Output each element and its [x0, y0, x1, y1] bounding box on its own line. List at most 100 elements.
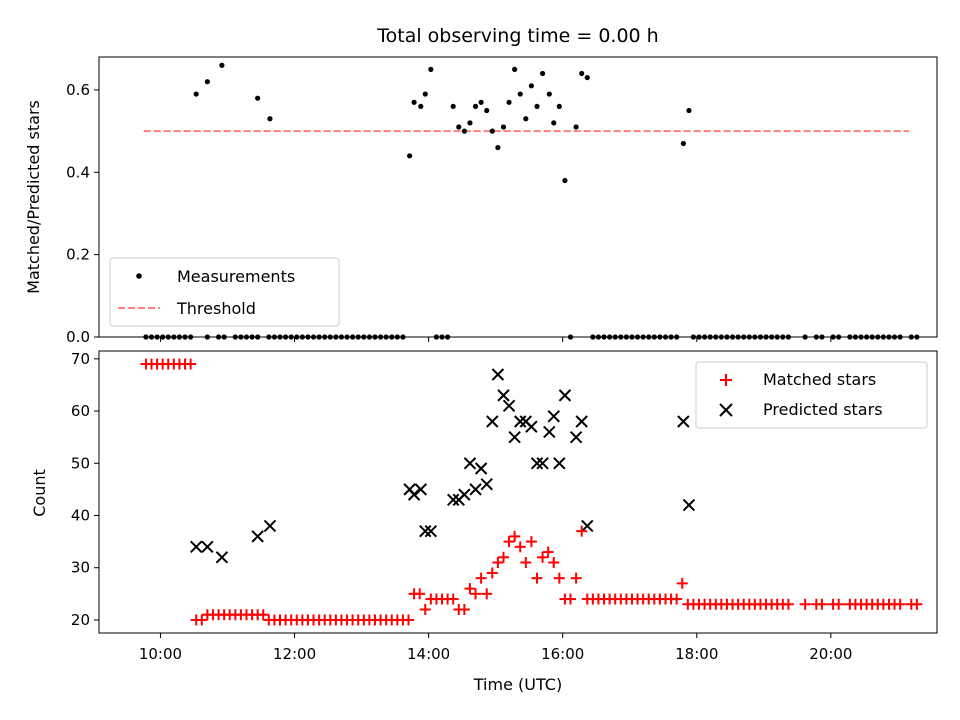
measurement-point — [277, 334, 283, 340]
matched-star-point — [464, 583, 476, 595]
measurement-point — [729, 334, 736, 340]
predicted-star-stroke — [547, 410, 560, 423]
measurement-point — [897, 334, 903, 340]
matched-star-point — [542, 546, 554, 558]
count-y-tick-label: 70 — [71, 350, 90, 368]
count-legend: Matched stars Predicted stars — [695, 361, 928, 429]
count-x-tick-label: 10:00 — [139, 645, 182, 663]
legend-matched-marker — [720, 374, 732, 386]
measurement-point — [433, 334, 440, 340]
predicted-star-point — [419, 524, 432, 538]
measurement-point — [517, 91, 523, 97]
measurement-point — [355, 334, 361, 340]
matched-star-point — [470, 588, 482, 600]
measurement-point — [215, 334, 222, 340]
matched-star-points — [140, 358, 923, 626]
matched-star-point — [894, 598, 906, 610]
measurement-point — [668, 334, 674, 340]
measurement-point — [763, 334, 769, 340]
measurement-point — [757, 334, 764, 340]
measurement-point — [534, 103, 540, 110]
ratio-y-axis-label: Matched/Predicted stars — [24, 100, 43, 294]
measurement-point — [780, 334, 786, 340]
matched-star-point — [503, 536, 515, 548]
measurement-point — [562, 177, 568, 184]
measurement-point — [690, 334, 697, 340]
predicted-star-point — [469, 483, 482, 496]
legend-measurements-label: Measurements — [177, 267, 295, 286]
predicted-star-point — [547, 410, 560, 423]
measurement-point — [266, 334, 272, 340]
measurement-point — [439, 334, 445, 340]
predicted-star-stroke — [525, 420, 538, 433]
measurement-point — [255, 95, 261, 101]
measurement-point — [294, 334, 300, 340]
predicted-star-point — [677, 415, 690, 428]
predicted-star-stroke — [486, 415, 499, 428]
measurement-point — [836, 334, 842, 340]
measurement-point — [422, 91, 428, 97]
measurement-point — [154, 334, 160, 340]
measurement-point — [875, 334, 881, 340]
predicted-star-point — [414, 483, 427, 496]
measurement-point — [774, 334, 780, 340]
count-x-axis-label: Time (UTC) — [473, 675, 562, 694]
predicted-star-point — [474, 462, 488, 475]
matched-star-point — [799, 598, 811, 610]
matched-star-point — [257, 609, 269, 621]
count-x-ticks: 10:00 12:00 14:00 16:00 18:00 20:00 — [139, 633, 852, 663]
measurement-point — [584, 74, 590, 81]
predicted-star-point — [502, 399, 516, 413]
legend-threshold-label: Threshold — [176, 299, 256, 318]
measurement-point — [551, 120, 557, 126]
predicted-star-point — [508, 430, 521, 444]
predicted-star-point — [458, 488, 471, 501]
predicted-star-point — [553, 457, 566, 470]
matched-star-point — [816, 598, 828, 610]
matched-star-point — [565, 593, 577, 605]
measurement-point — [869, 334, 875, 340]
count-x-tick-label: 18:00 — [675, 645, 718, 663]
predicted-star-point — [263, 519, 277, 533]
count-x-tick-label: 16:00 — [541, 645, 584, 663]
predicted-star-point — [215, 551, 229, 564]
matched-star-point — [475, 572, 487, 584]
predicted-star-point — [251, 530, 264, 543]
measurement-point — [595, 334, 602, 340]
measurement-point — [741, 334, 747, 340]
measurement-point — [383, 334, 389, 340]
ratio-y-tick-label: 0.2 — [66, 246, 90, 264]
measurement-point — [176, 334, 183, 340]
measurement-point — [880, 334, 886, 340]
measurement-point — [657, 334, 663, 340]
predicted-star-point — [486, 415, 499, 428]
measurement-point — [361, 334, 367, 340]
predicted-star-point — [491, 368, 505, 381]
measurement-point — [495, 144, 501, 151]
measurement-point — [484, 107, 490, 114]
measurement-point — [232, 334, 238, 340]
matched-star-point — [514, 541, 526, 553]
measurement-point — [305, 334, 311, 340]
count-y-tick-label: 60 — [71, 402, 90, 420]
measurement-point — [607, 334, 613, 340]
measurement-point — [752, 334, 758, 340]
predicted-star-stroke — [463, 457, 477, 470]
measurement-point — [908, 334, 914, 340]
measurement-point — [428, 66, 434, 72]
measurement-point — [629, 334, 635, 340]
measurement-point — [819, 334, 825, 340]
predicted-star-stroke — [414, 483, 427, 496]
predicted-star-point — [575, 415, 588, 428]
measurement-point — [546, 91, 552, 97]
measurement-point — [590, 334, 596, 340]
predicted-star-point — [201, 540, 214, 554]
predicted-star-stroke — [251, 530, 264, 543]
measurement-point — [914, 334, 920, 340]
predicted-star-stroke — [497, 389, 510, 402]
measurement-point — [400, 334, 406, 340]
predicted-star-point — [480, 477, 493, 491]
ratio-panel-frame — [98, 56, 938, 338]
measurement-point — [333, 334, 339, 340]
